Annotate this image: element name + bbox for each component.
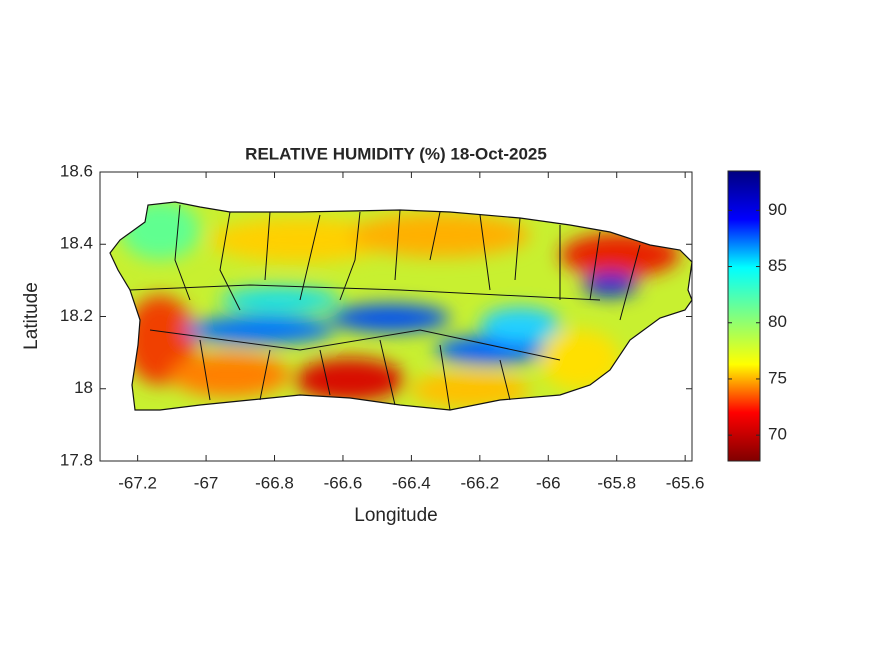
x-tick-label: -65.8 bbox=[597, 473, 636, 492]
x-tick-label: -66.4 bbox=[392, 473, 431, 492]
y-tick-label: 17.8 bbox=[60, 450, 93, 469]
x-tick-label: -67 bbox=[194, 473, 219, 492]
x-tick-label: -66.6 bbox=[324, 473, 363, 492]
x-tick-label: -66 bbox=[536, 473, 561, 492]
colorbar-tick-label: 85 bbox=[768, 256, 787, 275]
colorbar-tick-label: 90 bbox=[768, 200, 787, 219]
y-tick-label: 18.6 bbox=[60, 161, 93, 180]
y-tick-label: 18 bbox=[74, 378, 93, 397]
colorbar-tick-label: 80 bbox=[768, 312, 787, 331]
y-tick-label: 18.2 bbox=[60, 306, 93, 325]
chart-title: RELATIVE HUMIDITY (%) 18-Oct-2025 bbox=[245, 144, 547, 163]
y-tick-label: 18.4 bbox=[60, 234, 93, 253]
x-tick-label: -66.2 bbox=[460, 473, 499, 492]
colorbar-tick-label: 75 bbox=[768, 368, 787, 387]
x-tick-label: -65.6 bbox=[666, 473, 705, 492]
x-axis-label: Longitude bbox=[354, 505, 437, 526]
x-tick-label: -67.2 bbox=[118, 473, 157, 492]
y-axis-label: Latitude bbox=[21, 282, 42, 350]
x-tick-label: -66.8 bbox=[255, 473, 294, 492]
municipal-borders bbox=[129, 204, 641, 411]
colorbar bbox=[727, 170, 761, 462]
colorbar-tick-label: 70 bbox=[768, 425, 787, 444]
